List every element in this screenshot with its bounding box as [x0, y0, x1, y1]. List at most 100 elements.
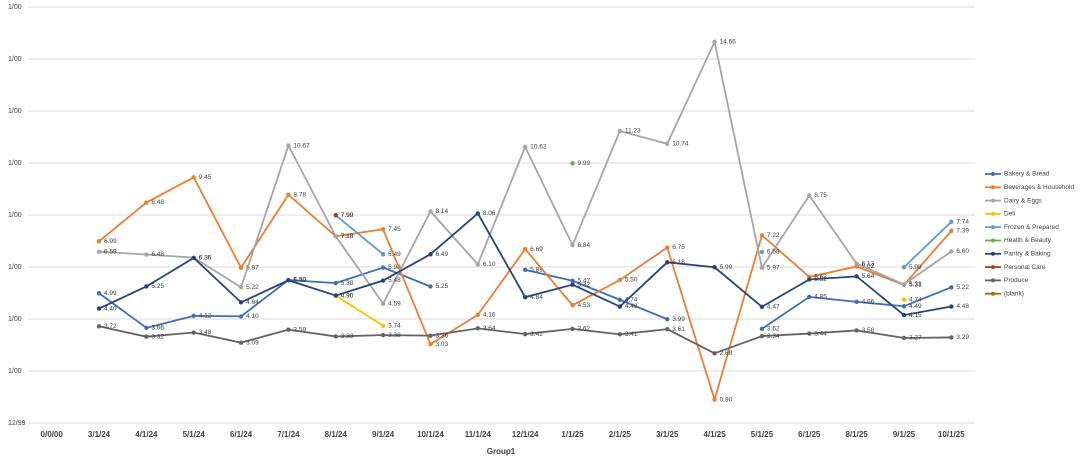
- data-point: [759, 265, 765, 270]
- x-axis-title: Group1: [487, 447, 516, 456]
- data-point: [712, 397, 717, 402]
- data-point: [665, 317, 670, 322]
- data-point: [949, 219, 954, 224]
- data-point: [286, 278, 291, 283]
- data-point: [807, 294, 812, 300]
- data-point: [475, 262, 481, 267]
- data-label: 4.15: [909, 312, 922, 319]
- data-label: 8.48: [151, 199, 164, 206]
- data-label: 5.50: [293, 277, 306, 284]
- data-point: [191, 255, 196, 261]
- x-tick-label: 1/1/25: [561, 430, 584, 439]
- data-point: [807, 277, 812, 282]
- data-label: 3.41: [625, 331, 638, 338]
- data-label: 4.85: [814, 294, 827, 301]
- data-point: [380, 252, 386, 257]
- data-point: [96, 291, 102, 296]
- data-point: [286, 143, 291, 148]
- data-label: 6.49: [388, 251, 401, 258]
- data-point: [380, 332, 386, 338]
- data-label: 6.75: [672, 244, 685, 251]
- data-point: [522, 246, 528, 252]
- legend-label: Bakery & Bread: [1004, 171, 1050, 178]
- data-point: [475, 211, 481, 216]
- data-point: [665, 245, 670, 250]
- data-label: 7.74: [956, 218, 969, 225]
- y-tick-label: 1/00: [8, 264, 22, 271]
- data-label: 5.97: [246, 264, 259, 271]
- data-point: [570, 326, 575, 332]
- legend-marker: [991, 211, 995, 216]
- data-label: 6.18: [672, 259, 685, 266]
- data-label: 6.69: [530, 246, 543, 253]
- data-point: [807, 331, 812, 336]
- legend-label: Produce: [1004, 277, 1029, 284]
- data-label: 4.12: [199, 313, 212, 320]
- y-tick-label: 1/00: [8, 212, 22, 219]
- data-point: [570, 161, 575, 166]
- data-label: 6.58: [767, 249, 780, 256]
- data-label: 5.38: [341, 280, 354, 287]
- data-label: 5.25: [435, 283, 448, 290]
- data-label: 8.78: [293, 191, 306, 198]
- data-point: [522, 267, 528, 273]
- data-point: [522, 331, 528, 337]
- data-point: [144, 334, 149, 339]
- data-point: [96, 324, 102, 329]
- data-point: [949, 228, 954, 234]
- data-label: 5.49: [293, 277, 306, 284]
- data-label: 5.33: [909, 281, 922, 288]
- data-label: 3.38: [388, 332, 401, 339]
- data-label: 5.22: [956, 284, 969, 291]
- data-point: [96, 306, 102, 311]
- data-point: [286, 192, 291, 197]
- data-point: [238, 265, 244, 270]
- data-label: 5.31: [909, 282, 922, 289]
- data-label: 6.59: [104, 248, 117, 255]
- data-point: [901, 282, 907, 287]
- x-tick-label: 8/1/24: [325, 430, 348, 439]
- data-label: 10.62: [530, 144, 547, 151]
- data-label: 4.66: [862, 299, 875, 306]
- data-point: [96, 239, 102, 244]
- data-point: [759, 304, 765, 309]
- data-point: [617, 128, 623, 134]
- data-label: 3.61: [672, 326, 685, 333]
- data-point: [712, 39, 717, 45]
- data-label: 5.25: [151, 283, 164, 290]
- data-label: 8.75: [814, 192, 827, 199]
- data-label: 3.27: [909, 335, 922, 342]
- data-label: 3.66: [151, 325, 164, 332]
- data-label: 4.47: [767, 303, 780, 310]
- legend-label: Frozen & Prepared: [1004, 224, 1059, 231]
- data-label: 3.29: [956, 334, 969, 341]
- x-tick-label: 7/1/24: [277, 430, 300, 439]
- data-label: 4.16: [483, 312, 496, 319]
- legend-marker: [991, 265, 995, 270]
- legend-marker: [991, 198, 995, 203]
- data-label: 3.09: [246, 339, 259, 346]
- data-point: [191, 313, 196, 319]
- data-label: 3.34: [767, 333, 780, 340]
- legend-label: Pantry & Baking: [1004, 251, 1051, 258]
- data-point: [854, 261, 859, 266]
- data-point: [617, 332, 623, 337]
- data-label: 4.59: [388, 300, 401, 307]
- data-label: 6.48: [151, 251, 164, 258]
- data-point: [570, 303, 575, 308]
- data-label: 4.99: [104, 290, 117, 297]
- data-label: 9.45: [199, 174, 212, 181]
- legend-label: Personal Care: [1004, 264, 1046, 271]
- legend-marker: [991, 185, 995, 190]
- y-tick-label: 1/00: [8, 4, 22, 11]
- data-point: [333, 334, 338, 339]
- x-tick-label: 11/1/24: [465, 430, 492, 439]
- data-label: 6.49: [435, 251, 448, 258]
- legend-label: Deli: [1004, 211, 1015, 218]
- y-tick-label: 1/00: [8, 108, 22, 115]
- data-label: 4.90: [341, 292, 354, 299]
- legend-label: (blank): [1004, 290, 1024, 297]
- data-point: [380, 301, 386, 306]
- data-point: [522, 144, 528, 150]
- data-label: 4.10: [246, 313, 259, 320]
